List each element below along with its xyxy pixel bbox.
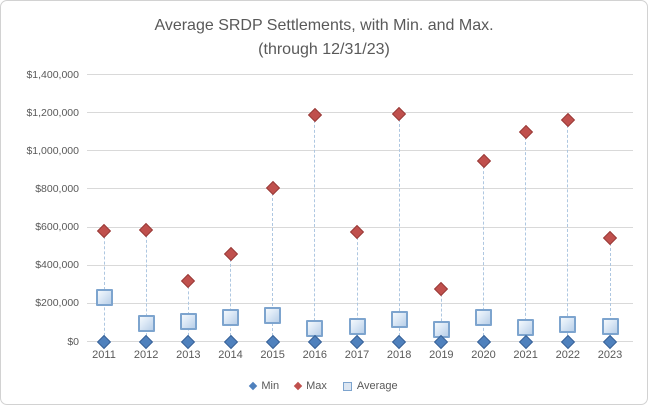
legend-label: Min: [261, 380, 280, 392]
legend-item-max: Max: [293, 380, 327, 392]
y-tick-label: $400,000: [35, 259, 79, 272]
y-tick-label: $1,400,000: [26, 68, 79, 81]
legend-diamond-icon: [293, 381, 303, 391]
high-low-line: [145, 229, 147, 342]
y-tick-label: $1,200,000: [26, 106, 79, 119]
y-tick-label: $200,000: [35, 297, 79, 310]
high-low-line: [609, 237, 611, 342]
high-low-line: [314, 114, 316, 342]
chart-title-line2: (through 12/31/23): [258, 41, 390, 58]
min-marker: [181, 334, 196, 349]
gridline: [87, 74, 633, 75]
max-marker: [181, 274, 196, 289]
x-tick-label: 2012: [133, 348, 159, 361]
min-marker: [602, 334, 618, 349]
avg-marker: [559, 315, 577, 333]
legend-item-average: Average: [342, 380, 398, 392]
high-low-line: [525, 131, 527, 342]
legend-label: Average: [356, 380, 398, 392]
legend-diamond-icon: [249, 381, 258, 391]
x-tick-label: 2013: [176, 348, 201, 361]
y-tick-label: $600,000: [35, 221, 79, 234]
x-tick-label: 2016: [302, 348, 328, 361]
max-marker: [392, 106, 407, 121]
gridline: [87, 112, 633, 114]
chart-title-line1: Average SRDP Settlements, with Min. and …: [154, 17, 494, 34]
legend-square-icon: [342, 381, 352, 391]
max-marker: [602, 230, 618, 245]
high-low-line: [187, 281, 189, 342]
y-tick-label: $1,000,000: [26, 144, 79, 157]
high-low-line: [230, 253, 231, 342]
y-tick-label: $800,000: [35, 182, 79, 195]
gridline: [87, 264, 633, 266]
max-marker: [476, 154, 491, 169]
high-low-line: [103, 230, 105, 342]
min-marker: [96, 334, 112, 349]
min-marker: [518, 334, 533, 349]
avg-marker: [179, 312, 197, 330]
high-low-line: [398, 113, 400, 342]
high-low-line: [272, 187, 274, 342]
x-tick-label: 2022: [555, 348, 581, 361]
avg-marker: [222, 309, 239, 327]
x-tick-label: 2019: [429, 348, 454, 361]
high-low-line: [483, 161, 484, 342]
gridline: [87, 188, 633, 190]
gridline: [87, 150, 633, 152]
avg-marker: [390, 311, 408, 329]
avg-marker: [601, 317, 619, 335]
x-tick-label: 2015: [260, 348, 285, 361]
min-marker: [223, 334, 238, 349]
y-tick-label: $0: [67, 335, 79, 348]
min-marker: [265, 334, 280, 349]
max-marker: [139, 222, 154, 237]
high-low-line: [567, 120, 569, 342]
avg-marker: [517, 318, 535, 336]
chart-title: Average SRDP Settlements, with Min. and …: [1, 14, 647, 62]
min-marker: [560, 334, 575, 349]
max-marker: [434, 281, 449, 297]
gridline: [87, 302, 633, 304]
max-marker: [560, 113, 575, 128]
avg-marker: [137, 314, 155, 332]
legend: Min Max Average: [1, 380, 647, 392]
high-low-line: [440, 289, 442, 342]
max-marker: [265, 180, 280, 196]
x-tick-label: 2018: [386, 348, 412, 361]
x-tick-label: 2014: [218, 348, 243, 361]
avg-marker: [475, 309, 492, 327]
min-marker: [349, 334, 365, 349]
min-marker: [139, 334, 154, 349]
x-tick-label: 2011: [92, 348, 116, 361]
max-marker: [518, 124, 533, 139]
min-marker: [476, 334, 491, 349]
x-tick-label: 2021: [513, 348, 538, 361]
x-tick-label: 2023: [597, 348, 623, 361]
legend-label: Max: [306, 380, 327, 392]
x-tick-label: 2020: [471, 348, 496, 361]
min-marker: [392, 334, 407, 349]
avg-marker: [348, 317, 366, 335]
avg-marker: [264, 307, 282, 325]
x-tick-label: 2017: [344, 348, 370, 361]
max-marker: [307, 107, 322, 122]
max-marker: [223, 246, 238, 261]
avg-marker: [95, 289, 113, 307]
legend-item-min: Min: [249, 380, 280, 392]
high-low-line: [356, 231, 358, 342]
